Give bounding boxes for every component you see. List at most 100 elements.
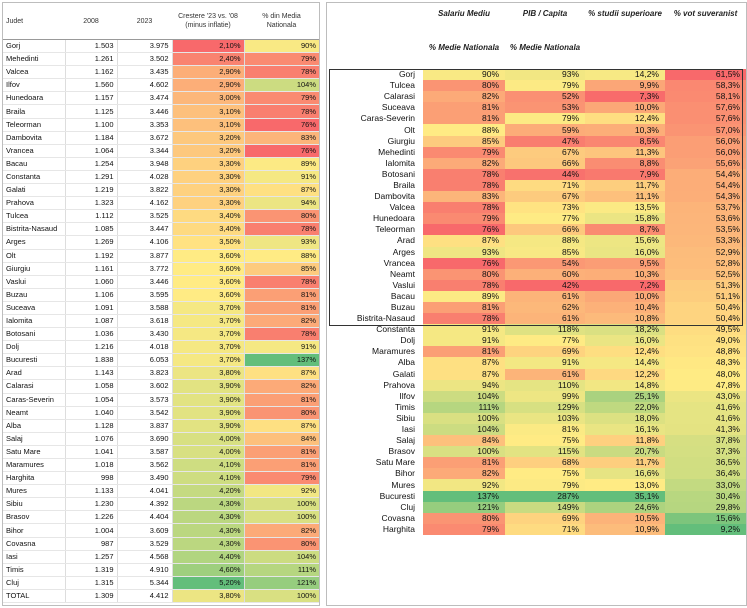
salary-media-cell: 78% [423, 179, 505, 192]
studii-cell: 22,0% [585, 401, 665, 413]
county-cell: Mures [3, 484, 65, 499]
salary-2023-cell: 3.573 [116, 393, 172, 407]
salary-2008-cell: 998 [64, 471, 117, 486]
county-cell: Gorj [398, 69, 415, 80]
pib-cell: 62% [505, 301, 585, 314]
salary-2023-cell: 3.353 [116, 118, 172, 132]
salary-2023-cell: 3.877 [116, 249, 172, 263]
vot-cell: 53,6% [665, 213, 746, 225]
county-cell: Harghita [382, 523, 415, 534]
pib-cell: 69% [505, 346, 585, 358]
salary-2008-cell: 1.041 [64, 445, 117, 460]
table-row: Bucuresti 137% 287% 35,1% 30,4% [327, 490, 746, 502]
vot-cell: 41,3% [665, 424, 746, 436]
county-cell: Cluj [3, 576, 65, 590]
studii-cell: 12,4% [585, 346, 665, 358]
county-cell: Galati [3, 183, 65, 198]
county-cell: Neamt [389, 268, 415, 279]
table-row: Neamt 1.040 3.542 3,90% 80% [3, 406, 319, 420]
vot-cell: 57,6% [665, 102, 746, 114]
county-cell: Botosani [381, 168, 415, 179]
county-cell: Bucuresti [3, 353, 65, 368]
table-row: Timis 111% 129% 22,0% 41,6% [327, 401, 746, 413]
county-cell: Bihor [395, 468, 415, 479]
vot-cell: 57,0% [665, 124, 746, 136]
county-cell: Cluj [400, 501, 415, 512]
county-cell: Dolj [3, 340, 65, 355]
table-row: Cluj 121% 149% 24,6% 29,8% [327, 501, 746, 513]
growth-cell: 3,70% [171, 353, 244, 368]
pib-cell: 71% [505, 179, 585, 192]
growth-cell: 4,30% [171, 523, 244, 538]
media-cell: 81% [243, 393, 319, 407]
growth-cell: 3,50% [171, 235, 244, 250]
header-growth: Crestere '23 vs. '08 (minus inflatie) [172, 3, 244, 40]
studii-cell: 14,2% [585, 69, 665, 81]
growth-cell: 2,10% [171, 39, 244, 54]
county-cell: Vaslui [3, 275, 65, 289]
county-cell: Giurgiu [3, 262, 65, 276]
salary-2023-cell: 4.404 [116, 510, 172, 525]
vot-cell: 50,4% [665, 301, 746, 314]
salary-2023-cell: 3.602 [116, 379, 172, 394]
salary-2023-cell: 4.018 [116, 340, 172, 355]
studii-cell: 10,5% [585, 512, 665, 524]
county-cell: Ialomita [385, 157, 415, 168]
pib-cell: 149% [505, 501, 585, 513]
studii-cell: 9,9% [585, 80, 665, 92]
pib-cell: 81% [505, 424, 585, 436]
pib-cell: 129% [505, 401, 585, 413]
county-cell: Olt [3, 249, 65, 263]
county-cell: Bacau [3, 157, 65, 171]
media-cell: 85% [243, 262, 319, 276]
salary-media-cell: 80% [423, 268, 505, 280]
salary-2023-cell: 3.430 [116, 327, 172, 342]
salary-2008-cell: 1.560 [64, 78, 117, 93]
salary-media-cell: 100% [423, 412, 505, 424]
table-row: Buzau 81% 62% 10,4% 50,4% [327, 301, 746, 314]
salary-growth-table: Judet 2008 2023 Crestere '23 vs. '08 (mi… [3, 3, 319, 604]
county-cell: Iasi [401, 424, 415, 435]
salary-2023-cell: 3.542 [116, 406, 172, 420]
county-cell: Maramures [372, 346, 415, 357]
header-2023: 2023 [117, 3, 172, 40]
studii-cell: 18,2% [585, 324, 665, 336]
studii-cell: 18,0% [585, 412, 665, 424]
county-cell: Arges [3, 235, 65, 250]
vot-cell: 48,3% [665, 357, 746, 369]
table-row: Arges 93% 85% 16,0% 52,9% [327, 246, 746, 258]
vot-cell: 41,6% [665, 412, 746, 424]
vot-cell: 48,0% [665, 368, 746, 380]
salary-2023-cell: 3.587 [116, 445, 172, 460]
salary-2008-cell: 1.106 [64, 288, 117, 302]
salary-media-cell: 82% [423, 157, 505, 169]
studii-cell: 11,7% [585, 179, 665, 192]
pib-cell: 61% [505, 368, 585, 380]
county-cell: Bucuresti [379, 490, 415, 501]
growth-cell: 3,00% [171, 91, 244, 106]
media-cell: 76% [243, 118, 319, 132]
vot-cell: 15,6% [665, 512, 746, 524]
county-cell: Alba [3, 419, 65, 433]
salary-media-cell: 78% [423, 279, 505, 291]
county-cell: Teleorman [375, 224, 415, 235]
salary-2008-cell: 1.085 [64, 222, 117, 237]
media-cell: 104% [243, 550, 319, 564]
salary-media-cell: 100% [423, 446, 505, 458]
county-cell: Constanta [3, 170, 65, 185]
salary-media-cell: 81% [423, 301, 505, 314]
table-row: Tulcea 80% 79% 9,9% 58,3% [327, 80, 746, 92]
media-cell: 78% [243, 104, 319, 119]
table-row: Vrancea 76% 54% 9,5% 52,8% [327, 257, 746, 269]
pib-cell: 77% [505, 213, 585, 225]
growth-cell: 3,30% [171, 157, 244, 171]
left-table-panel: Judet 2008 2023 Crestere '23 vs. '08 (mi… [2, 2, 320, 606]
salary-2008-cell: 1.076 [64, 432, 117, 446]
salary-media-cell: 91% [423, 335, 505, 347]
county-cell: Ilfov [399, 390, 415, 401]
table-row: Ilfov 104% 99% 25,1% 43,0% [327, 390, 746, 402]
salary-media-cell: 137% [423, 490, 505, 502]
county-cell: Dambovita [3, 131, 65, 145]
media-cell: 82% [243, 379, 319, 394]
growth-cell: 4,60% [171, 563, 244, 577]
